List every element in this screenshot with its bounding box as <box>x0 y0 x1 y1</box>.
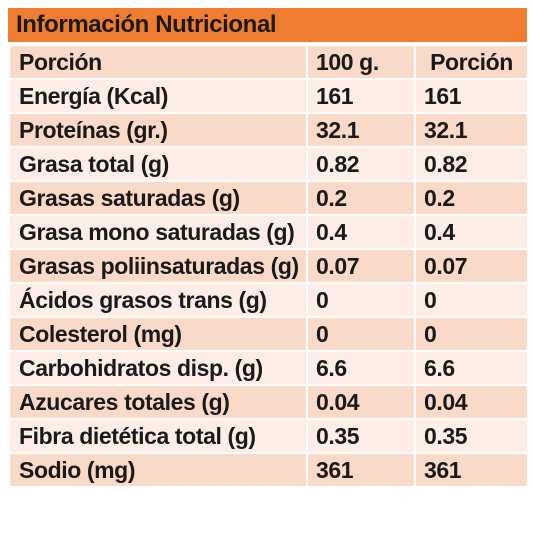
value-per-portion: 32.1 <box>414 112 529 148</box>
value-per-portion: 0 <box>414 316 529 352</box>
nutrient-label: Ácidos grasos trans (g) <box>8 282 308 318</box>
table-title: Información Nutricional <box>8 8 527 44</box>
value-per-portion: 0.2 <box>414 180 529 216</box>
nutrient-label: Grasa total (g) <box>8 146 308 182</box>
value-per-100g: 0.07 <box>306 248 416 284</box>
nutrition-grid: Porción 100 g. Porción Energía (Kcal) 16… <box>8 44 529 488</box>
nutrient-label: Energía (Kcal) <box>8 78 308 114</box>
column-header-per-100g: 100 g. <box>306 44 416 80</box>
nutrient-label: Grasa mono saturadas (g) <box>8 214 308 250</box>
table-row: Grasas poliinsaturadas (g) 0.07 0.07 <box>8 248 529 284</box>
header-row: Porción 100 g. Porción <box>8 44 529 80</box>
nutrition-facts-table: Información Nutricional Porción 100 g. P… <box>8 8 529 488</box>
table-row: Grasas saturadas (g) 0.2 0.2 <box>8 180 529 216</box>
nutrient-label: Colesterol (mg) <box>8 316 308 352</box>
table-row: Ácidos grasos trans (g) 0 0 <box>8 282 529 318</box>
table-row: Azucares totales (g) 0.04 0.04 <box>8 384 529 420</box>
table-row: Sodio (mg) 361 361 <box>8 452 529 488</box>
value-per-100g: 0.35 <box>306 418 416 454</box>
nutrient-label: Proteínas (gr.) <box>8 112 308 148</box>
value-per-portion: 0 <box>414 282 529 318</box>
table-row: Grasa mono saturadas (g) 0.4 0.4 <box>8 214 529 250</box>
value-per-portion: 6.6 <box>414 350 529 386</box>
nutrient-label: Carbohidratos disp. (g) <box>8 350 308 386</box>
table-row: Proteínas (gr.) 32.1 32.1 <box>8 112 529 148</box>
value-per-portion: 161 <box>414 78 529 114</box>
table-row: Grasa total (g) 0.82 0.82 <box>8 146 529 182</box>
value-per-portion: 0.04 <box>414 384 529 420</box>
value-per-portion: 361 <box>414 452 529 488</box>
value-per-portion: 0.4 <box>414 214 529 250</box>
value-per-100g: 0.2 <box>306 180 416 216</box>
nutrient-label: Fibra dietética total (g) <box>8 418 308 454</box>
table-row: Colesterol (mg) 0 0 <box>8 316 529 352</box>
table-row: Carbohidratos disp. (g) 6.6 6.6 <box>8 350 529 386</box>
table-row: Fibra dietética total (g) 0.35 0.35 <box>8 418 529 454</box>
column-header-nutrient: Porción <box>8 44 308 80</box>
value-per-100g: 0.4 <box>306 214 416 250</box>
value-per-100g: 6.6 <box>306 350 416 386</box>
column-header-per-portion: Porción <box>414 44 529 80</box>
value-per-100g: 32.1 <box>306 112 416 148</box>
value-per-100g: 161 <box>306 78 416 114</box>
nutrient-label: Grasas poliinsaturadas (g) <box>8 248 308 284</box>
value-per-100g: 0.04 <box>306 384 416 420</box>
nutrient-label: Grasas saturadas (g) <box>8 180 308 216</box>
nutrient-label: Azucares totales (g) <box>8 384 308 420</box>
value-per-portion: 0.82 <box>414 146 529 182</box>
value-per-100g: 361 <box>306 452 416 488</box>
value-per-100g: 0.82 <box>306 146 416 182</box>
table-row: Energía (Kcal) 161 161 <box>8 78 529 114</box>
value-per-100g: 0 <box>306 282 416 318</box>
value-per-portion: 0.35 <box>414 418 529 454</box>
nutrient-label: Sodio (mg) <box>8 452 308 488</box>
value-per-100g: 0 <box>306 316 416 352</box>
value-per-portion: 0.07 <box>414 248 529 284</box>
